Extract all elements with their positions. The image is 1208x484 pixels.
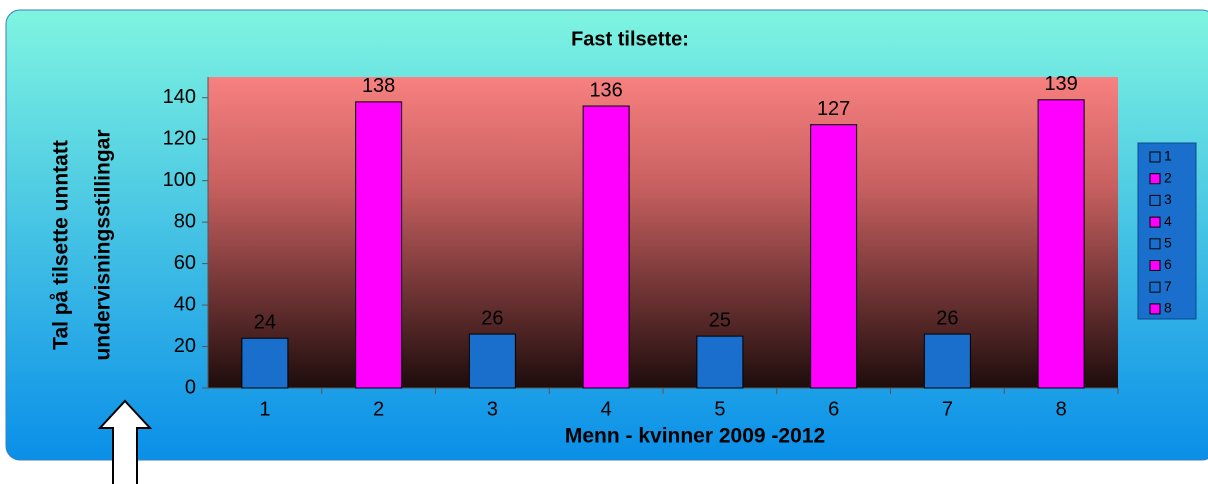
- plot-area: [208, 77, 1118, 388]
- bar: [810, 124, 858, 389]
- legend-label: 3: [1164, 191, 1172, 207]
- legend-swatch: [1149, 303, 1161, 315]
- y-axis-label: Tal på tilsette unntatt: [50, 140, 73, 350]
- legend-label: 4: [1164, 213, 1172, 229]
- y-tick-label: 60: [174, 252, 196, 274]
- data-label: 139: [1044, 73, 1077, 95]
- x-tick-label: 1: [259, 398, 270, 420]
- data-label: 25: [709, 309, 731, 331]
- legend-label: 2: [1164, 169, 1172, 185]
- bar: [923, 333, 971, 389]
- bar: [468, 333, 516, 389]
- legend-label: 1: [1164, 148, 1172, 164]
- x-tick-label: 2: [373, 398, 384, 420]
- y-tick-label: 80: [174, 210, 196, 232]
- x-tick-label: 5: [714, 398, 725, 420]
- legend: [1137, 142, 1197, 320]
- x-tick-label: 4: [601, 398, 612, 420]
- bar: [1037, 99, 1085, 389]
- data-label: 24: [254, 312, 276, 334]
- y-tick-label: 100: [163, 169, 196, 191]
- legend-swatch: [1149, 281, 1161, 293]
- chart-title: Fast tilsette:: [571, 28, 689, 50]
- legend-swatch: [1149, 194, 1161, 206]
- data-label: 127: [817, 98, 850, 120]
- x-axis-label: Menn - kvinner 2009 -2012: [565, 425, 825, 448]
- y-axis-label: undervisningsstillingar: [92, 129, 115, 360]
- x-tick-label: 7: [942, 398, 953, 420]
- x-tick-label: 8: [1056, 398, 1067, 420]
- bar: [582, 105, 630, 389]
- arrow: [97, 399, 153, 484]
- legend-label: 7: [1164, 278, 1172, 294]
- bar: [696, 335, 744, 389]
- y-tick-label: 140: [163, 86, 196, 108]
- bar: [355, 101, 403, 389]
- data-label: 26: [481, 307, 503, 329]
- legend-label: 8: [1164, 300, 1172, 316]
- x-tick-label: 3: [487, 398, 498, 420]
- legend-swatch: [1149, 173, 1161, 185]
- y-tick-label: 40: [174, 293, 196, 315]
- data-label: 26: [936, 307, 958, 329]
- y-tick-label: 20: [174, 335, 196, 357]
- legend-label: 6: [1164, 256, 1172, 272]
- legend-swatch: [1149, 260, 1161, 271]
- y-tick-label: 120: [163, 127, 196, 149]
- legend-swatch: [1149, 151, 1161, 163]
- legend-swatch: [1149, 216, 1161, 228]
- legend-swatch: [1149, 238, 1161, 250]
- x-tick-label: 6: [828, 398, 839, 420]
- legend-label: 5: [1164, 235, 1172, 251]
- y-tick-label: 0: [185, 376, 196, 398]
- bar: [241, 337, 289, 389]
- data-label: 138: [362, 75, 395, 97]
- data-label: 136: [589, 79, 622, 101]
